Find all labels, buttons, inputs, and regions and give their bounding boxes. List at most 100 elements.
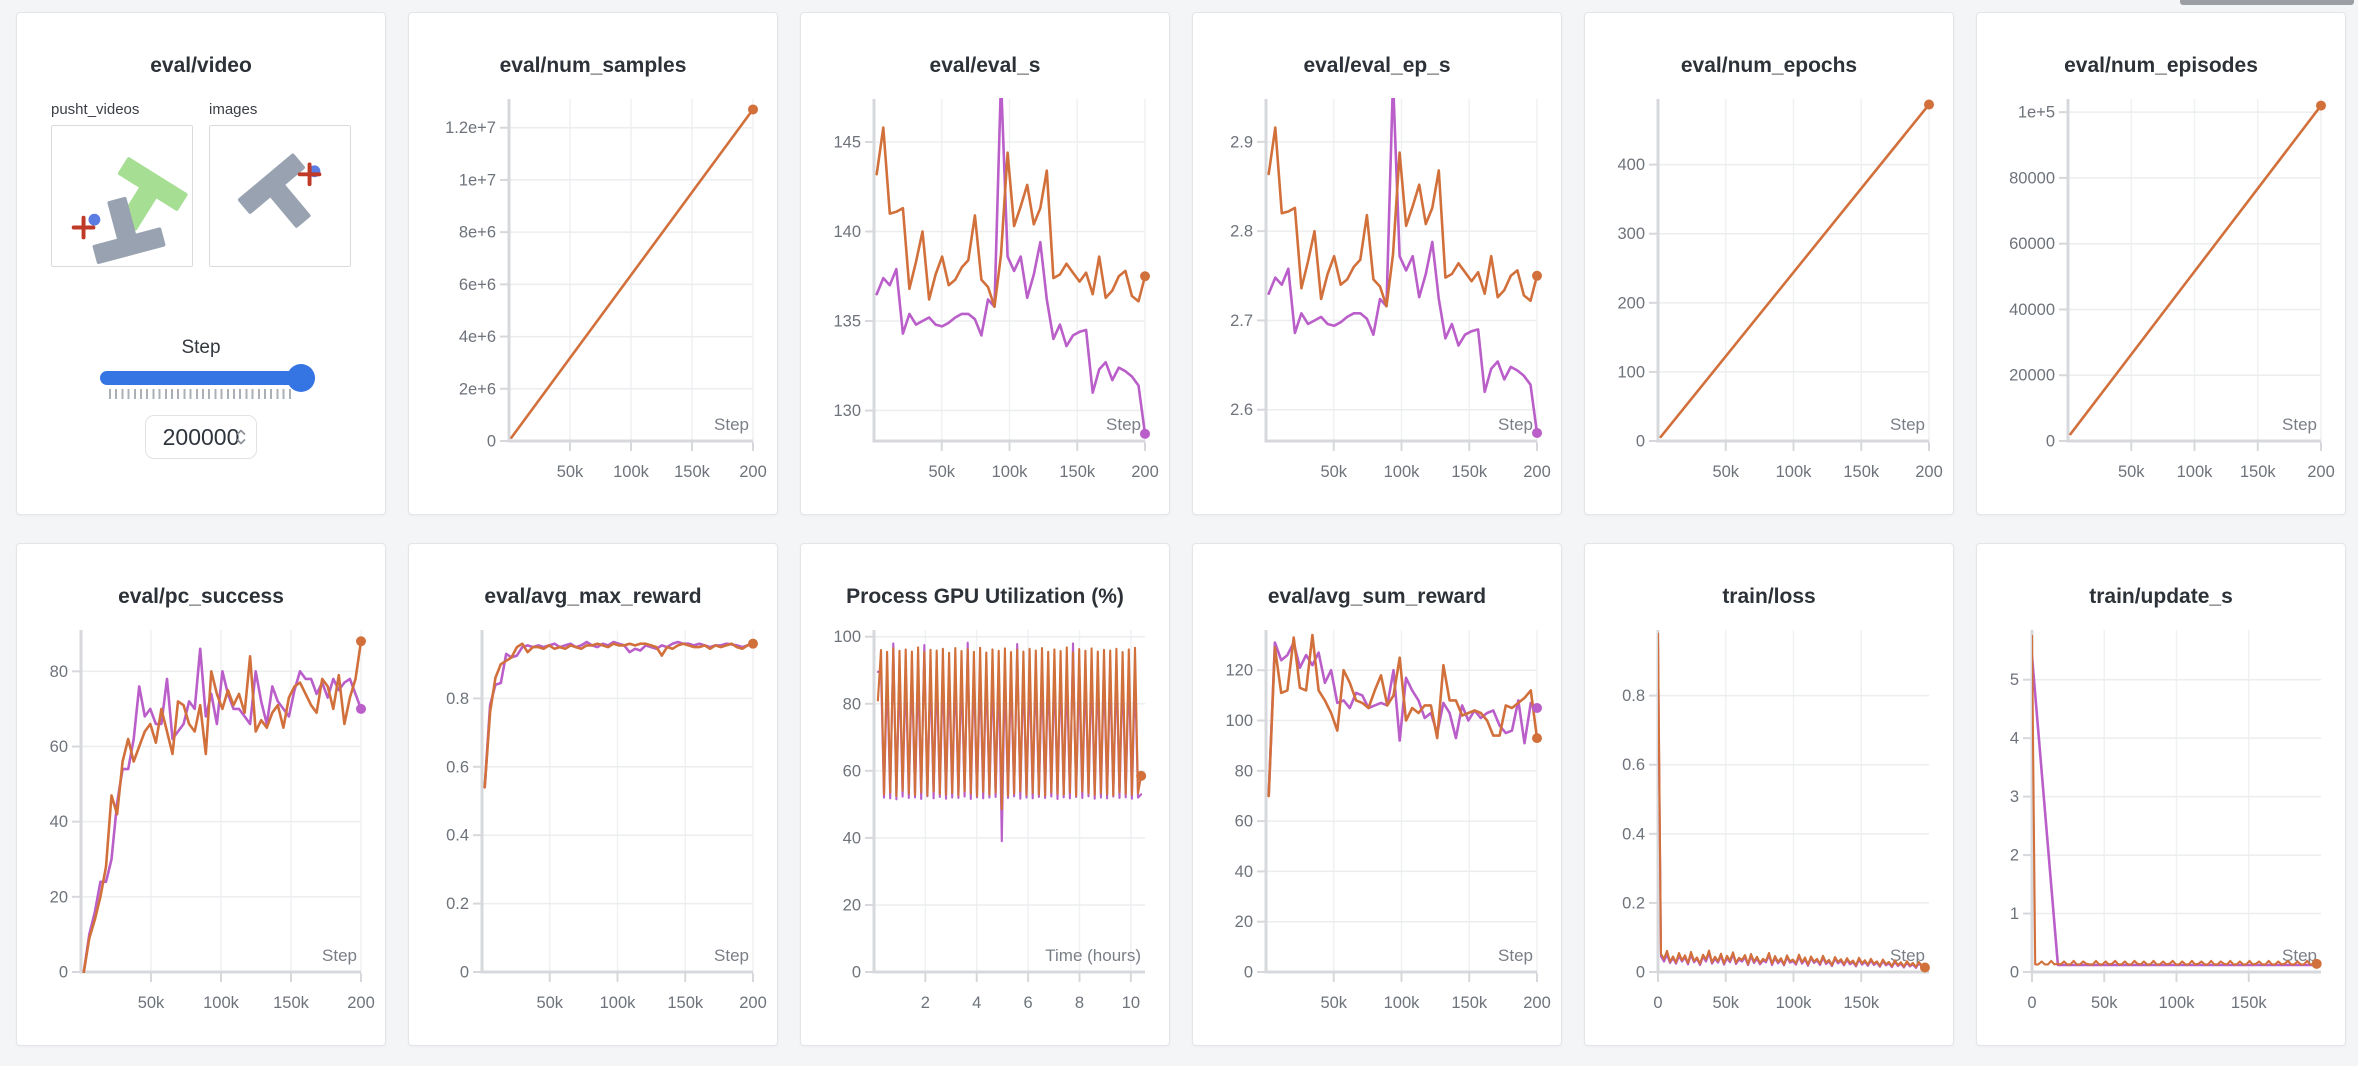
x-tick-label: 150k	[1451, 463, 1488, 481]
series-end-dot	[1532, 427, 1542, 438]
panel-title-eval-video: eval/video	[150, 54, 252, 77]
panel-train-update-s: train/update_s 0 1 2 3 4 5 0 50k 100k 150k Step	[1976, 543, 2346, 1046]
scrollbar-fragment[interactable]	[2180, 0, 2354, 5]
axes: 2.6 2.7 2.8 2.9 50k 100k 150k 200	[1230, 99, 1551, 481]
series-lines	[510, 108, 755, 439]
target-cross-icon	[297, 162, 322, 187]
x-axis-label: Step	[1890, 946, 1925, 965]
y-tick-label: 2.7	[1230, 312, 1253, 330]
y-tick-label: 2.6	[1230, 401, 1253, 419]
grid-lines	[482, 630, 754, 973]
y-tick-label: 40	[843, 829, 861, 847]
series-end-dot	[2316, 100, 2326, 111]
panel-eval-avg-max-reward: eval/avg_max_reward 0 0.2 0.4 0.6 0.8 50k 100k 1…	[408, 543, 778, 1046]
y-tick-label: 0.8	[1622, 687, 1645, 705]
images-thumbnail[interactable]	[209, 125, 351, 267]
x-tick-label: 100k	[1384, 994, 1421, 1012]
line-chart-eval-eval-s[interactable]: 130 135 140 145 50k 100k 150k 200 Step	[801, 93, 1169, 513]
chart-title: Process GPU Utilization (%)	[846, 585, 1124, 608]
step-slider-label: Step	[181, 337, 221, 358]
y-tick-label: 0.6	[446, 758, 469, 776]
y-tick-label: 5	[2010, 671, 2019, 689]
y-tick-label: 100	[833, 628, 861, 646]
x-tick-label: 150k	[1843, 463, 1880, 481]
line-chart-eval-num-samples[interactable]: 0 2e+6 4e+6 6e+6 8e+6 1e+7 1.2e+7 50k 100k 150k 20…	[409, 93, 777, 513]
step-value: 200000	[162, 423, 240, 450]
y-tick-label: 80	[50, 663, 68, 681]
line-chart-eval-num-epochs[interactable]: 0 100 200 300 400 50k 100k 150k 200 Step	[1585, 93, 1953, 513]
line-chart-eval-pc-success[interactable]: 0 20 40 60 80 50k 100k 150k 200 Step	[17, 624, 385, 1044]
y-tick-label: 40	[50, 813, 68, 831]
series-end-dot	[748, 104, 758, 115]
series-end-dot	[356, 703, 366, 714]
line-chart-process-gpu-utilization[interactable]: 0 20 40 60 80 100 2 4 6 8 10 Time (hours)	[801, 624, 1169, 1044]
y-tick-label: 40	[1235, 863, 1253, 881]
y-tick-label: 2e+6	[459, 380, 496, 398]
axes: 0 100 200 300 400 50k 100k 150k 200	[1617, 99, 1943, 481]
y-tick-label: 0.8	[446, 690, 469, 708]
y-tick-label: 0.4	[446, 827, 469, 845]
images-frame	[237, 153, 322, 228]
axes: 0 20 40 60 80 100 2 4 6 8 10	[833, 628, 1145, 1012]
x-tick-label: 100k	[2177, 463, 2214, 481]
x-tick-label: 50k	[557, 463, 584, 481]
step-number-input[interactable]: 200000	[145, 415, 257, 459]
pusht-block-t-shape	[92, 196, 166, 264]
y-tick-label: 130	[833, 402, 861, 420]
line-chart-train-update-s[interactable]: 0 1 2 3 4 5 0 50k 100k 150k Step	[1977, 624, 2345, 1044]
panel-eval-num-episodes: eval/num_episodes 0 20000 40000 60000 80000 1e…	[1976, 12, 2346, 515]
line-chart-train-loss[interactable]: 0 0.2 0.4 0.6 0.8 0 50k 100k 150k Step	[1585, 624, 1953, 1044]
chart-title: eval/num_epochs	[1680, 54, 1858, 77]
y-tick-label: 0	[1636, 433, 1645, 451]
chevron-down-icon[interactable]	[236, 438, 246, 445]
panel-eval-eval-ep-s: eval/eval_ep_s 2.6 2.7 2.8 2.9 50k 100k 150k 200…	[1192, 12, 1562, 515]
y-tick-label: 8e+6	[459, 224, 496, 242]
x-axis-label: Step	[1498, 946, 1533, 965]
media-item-pusht-videos: pusht_videos	[51, 101, 193, 267]
x-tick-label: 100k	[1776, 463, 1813, 481]
y-tick-label: 2	[2010, 847, 2019, 865]
series-lines	[82, 639, 363, 973]
x-tick-label: 150k	[667, 994, 704, 1012]
series-end-dot	[1532, 702, 1542, 713]
y-tick-label: 40000	[2009, 301, 2055, 319]
step-stepper[interactable]	[236, 429, 246, 445]
axes: 0 0.2 0.4 0.6 0.8 50k 100k 150k 200	[446, 630, 767, 1012]
series-lines	[1267, 633, 1539, 798]
y-tick-label: 80000	[2009, 169, 2055, 187]
grid-lines	[874, 99, 1146, 441]
line-chart-eval-eval-ep-s[interactable]: 2.6 2.7 2.8 2.9 50k 100k 150k 200 Step	[1193, 93, 1561, 513]
axes: 0 2e+6 4e+6 6e+6 8e+6 1e+7 1.2e+7 50k 100k 150k 20…	[445, 99, 767, 481]
x-tick-label: 150k	[674, 463, 711, 481]
line-chart-eval-avg-max-reward[interactable]: 0 0.2 0.4 0.6 0.8 50k 100k 150k 200 Step	[409, 624, 777, 1044]
x-tick-label: 200	[1915, 463, 1943, 481]
media-label: pusht_videos	[51, 101, 140, 118]
y-tick-label: 80	[843, 695, 861, 713]
chevron-up-icon[interactable]	[236, 429, 246, 436]
x-axis-label: Step	[1498, 415, 1533, 434]
x-axis-label: Time (hours)	[1045, 946, 1141, 965]
panel-eval-num-samples: eval/num_samples 0 2e+6 4e+6 6e+6 8e+6 1e+7 1.2…	[408, 12, 778, 515]
panel-train-loss: train/loss 0 0.2 0.4 0.6 0.8 0 50k 100k 150k Step	[1584, 543, 1954, 1046]
y-tick-label: 100	[1617, 363, 1645, 381]
series-lines	[2069, 104, 2323, 436]
line-chart-eval-num-episodes[interactable]: 0 20000 40000 60000 80000 1e+5 50k 100k 150k 200 S…	[1977, 93, 2345, 513]
pusht-video-thumbnail[interactable]	[51, 125, 193, 267]
y-tick-label: 145	[833, 133, 861, 151]
step-slider-thumb[interactable]	[287, 364, 315, 392]
x-tick-label: 0	[1653, 994, 1662, 1012]
series-end-dot	[748, 638, 758, 649]
line-chart-eval-avg-sum-reward[interactable]: 0 20 40 60 80 100 120 50k 100k 150k 200 Step	[1193, 624, 1561, 1044]
grid-lines	[1657, 630, 1929, 973]
axes: 0 0.2 0.4 0.6 0.8 0 50k 100k 150k	[1622, 630, 1929, 1012]
x-tick-label: 50k	[2091, 994, 2118, 1012]
series-lines	[1267, 98, 1539, 435]
step-slider[interactable]	[100, 364, 315, 392]
series-end-dot	[1140, 428, 1150, 439]
y-tick-label: 1e+5	[2018, 104, 2055, 122]
y-tick-label: 4e+6	[459, 328, 496, 346]
x-tick-label: 50k	[1712, 994, 1739, 1012]
y-tick-label: 2.8	[1230, 223, 1253, 241]
x-tick-label: 200	[739, 463, 767, 481]
step-slider-track[interactable]	[100, 371, 302, 385]
